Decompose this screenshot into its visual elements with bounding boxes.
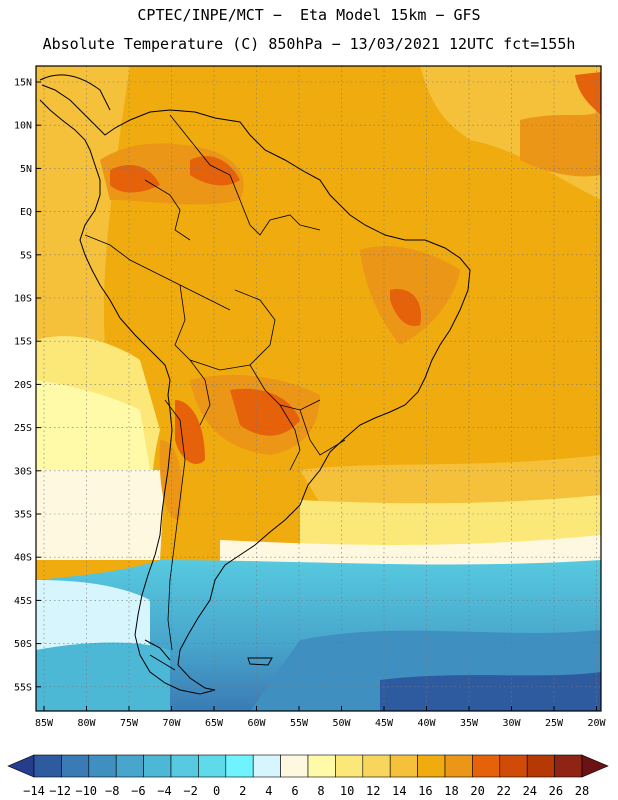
- colorbar: [7, 754, 609, 778]
- lat-label: 40S: [14, 553, 32, 564]
- colorbar-swatch: [170, 754, 199, 778]
- colorbar-label: 24: [523, 784, 537, 798]
- colorbar-label: −8: [105, 784, 119, 798]
- colorbar-swatch: [115, 754, 144, 778]
- colorbar-label: 22: [496, 784, 510, 798]
- latitude-labels: 15N 10N 5N EQ 5S 10S 15S 20S 25S 30S 35S 40S 45S 50S 5…: [14, 78, 41, 693]
- lat-label: EQ: [20, 207, 32, 218]
- colorbar-label: 12: [366, 784, 380, 798]
- lon-label: 35W: [460, 718, 479, 729]
- colorbar-label: 6: [291, 784, 298, 798]
- colorbar-label: 8: [317, 784, 324, 798]
- colorbar-swatch: [417, 754, 446, 778]
- colorbar-label: −10: [75, 784, 97, 798]
- colorbar-label: 14: [392, 784, 406, 798]
- colorbar-swatch: [252, 754, 281, 778]
- colorbar-label: 26: [549, 784, 563, 798]
- lat-label: 5S: [20, 250, 32, 261]
- colorbar-label: −6: [131, 784, 145, 798]
- colorbar-swatch: [198, 754, 227, 778]
- lat-label: 10S: [14, 294, 32, 305]
- temperature-field: [36, 66, 601, 711]
- colorbar-swatch: [472, 754, 501, 778]
- colorbar-label: 16: [418, 784, 432, 798]
- colorbar-label: −14: [23, 784, 45, 798]
- colorbar-label: 4: [265, 784, 272, 798]
- colorbar-swatch: [88, 754, 117, 778]
- colorbar-swatch: [143, 754, 172, 778]
- lon-label: 45W: [375, 718, 394, 729]
- colorbar-label: 28: [575, 784, 589, 798]
- coastline: [39, 74, 471, 695]
- colorbar-labels: −14 −12 −10 −8 −6 −4 −2 0 2 4 6 8 10 12 14 16 18 20 22 24 26…: [23, 784, 589, 798]
- colorbar-swatch: [444, 754, 473, 778]
- longitude-labels: 85W 80W 75W 70W 65W 60W 55W 50W 45W 40W 35W 30W 25W 2…: [35, 706, 607, 729]
- lon-label: 50W: [332, 718, 351, 729]
- lat-label: 15N: [14, 78, 32, 89]
- colorbar-label: −12: [49, 784, 71, 798]
- title-line-2: Absolute Temperature (C) 850hPa − 13/03/…: [42, 35, 576, 53]
- lon-label: 70W: [162, 718, 181, 729]
- colorbar-label: 18: [444, 784, 458, 798]
- lat-label: 20S: [14, 380, 32, 391]
- colorbar-label: −2: [183, 784, 197, 798]
- colorbar-swatch: [33, 754, 62, 778]
- lon-label: 20W: [587, 718, 606, 729]
- colorbar-swatch: [280, 754, 309, 778]
- colorbar-swatch: [362, 754, 391, 778]
- colorbar-swatch: [554, 754, 583, 778]
- country-borders: [84, 114, 346, 651]
- colorbar-label: 0: [213, 784, 220, 798]
- plot-border: [35, 65, 602, 712]
- colorbar-swatch: [225, 754, 254, 778]
- colorbar-label: 10: [340, 784, 354, 798]
- colorbar-swatch: [61, 754, 90, 778]
- colorbar-label: 2: [239, 784, 246, 798]
- colorbar-swatch: [499, 754, 528, 778]
- colorbar-label: −4: [157, 784, 171, 798]
- lat-label: 10N: [14, 121, 32, 132]
- lat-label: 50S: [14, 639, 32, 650]
- lon-label: 40W: [417, 718, 436, 729]
- lon-label: 25W: [545, 718, 564, 729]
- colorbar-swatch: [389, 754, 418, 778]
- lon-label: 80W: [77, 718, 96, 729]
- colorbar-max-arrow: [581, 754, 609, 778]
- colorbar-swatch: [307, 754, 336, 778]
- lon-label: 30W: [502, 718, 521, 729]
- lon-label: 65W: [205, 718, 224, 729]
- lat-label: 5N: [20, 164, 32, 175]
- colorbar-min-arrow: [7, 754, 35, 778]
- title-line-1: CPTEC/INPE/MCT − Eta Model 15km − GFS: [137, 6, 481, 24]
- lat-label: 45S: [14, 596, 32, 607]
- colorbar-label: 20: [470, 784, 484, 798]
- lat-label: 15S: [14, 337, 32, 348]
- lat-label: 55S: [14, 682, 32, 693]
- lon-label: 60W: [247, 718, 266, 729]
- lat-label: 25S: [14, 423, 32, 434]
- lat-label: 30S: [14, 466, 32, 477]
- colorbar-swatch: [335, 754, 364, 778]
- lon-label: 75W: [120, 718, 139, 729]
- lon-label: 55W: [290, 718, 309, 729]
- colorbar-swatch: [526, 754, 555, 778]
- lon-label: 85W: [35, 718, 54, 729]
- lat-label: 35S: [14, 510, 32, 521]
